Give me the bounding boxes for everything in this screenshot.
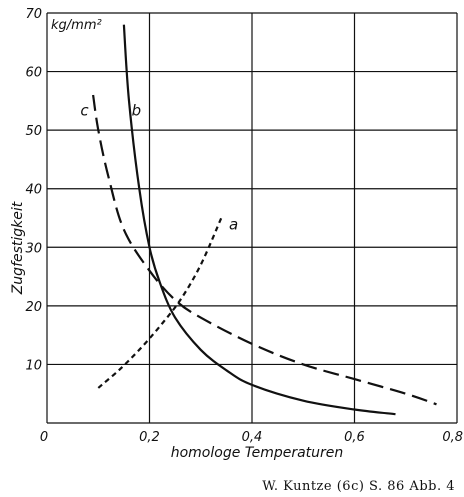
curve-labels: a b c (80, 102, 238, 234)
curves (92, 24, 437, 416)
series-b-line (122, 24, 396, 416)
x-tick-label: 0,6 (344, 430, 365, 445)
y-tick-label: 60 (25, 66, 42, 81)
series-a-label: a (229, 216, 238, 234)
y-axis-label: Zugfestigkeit (10, 201, 26, 295)
figure-caption: W. Kuntze (6c) S. 86 Abb. 4 (262, 479, 455, 494)
series-a-line (97, 217, 223, 389)
y-tick-label: 70 (25, 7, 42, 22)
y-unit-label: kg/mm² (51, 18, 102, 33)
x-tick-label: 0 (40, 430, 48, 445)
grid (46, 12, 458, 424)
series-c-line (92, 94, 437, 406)
series-b-label: b (132, 102, 142, 120)
series-c-label: c (80, 102, 89, 120)
y-tick-label: 20 (25, 300, 42, 315)
y-tick-label: 50 (25, 124, 42, 139)
x-tick-label: 0,2 (139, 430, 160, 445)
y-tick-label: 30 (25, 241, 42, 256)
tick-labels: 0 0,2 0,4 0,6 0,8 10 20 30 40 50 60 70 (25, 7, 463, 445)
y-tick-label: 10 (25, 358, 42, 373)
x-tick-label: 0,4 (242, 430, 263, 445)
x-tick-label: 0,8 (442, 430, 463, 445)
y-tick-label: 40 (25, 183, 42, 198)
x-axis-label: homologe Temperaturen (171, 445, 344, 461)
